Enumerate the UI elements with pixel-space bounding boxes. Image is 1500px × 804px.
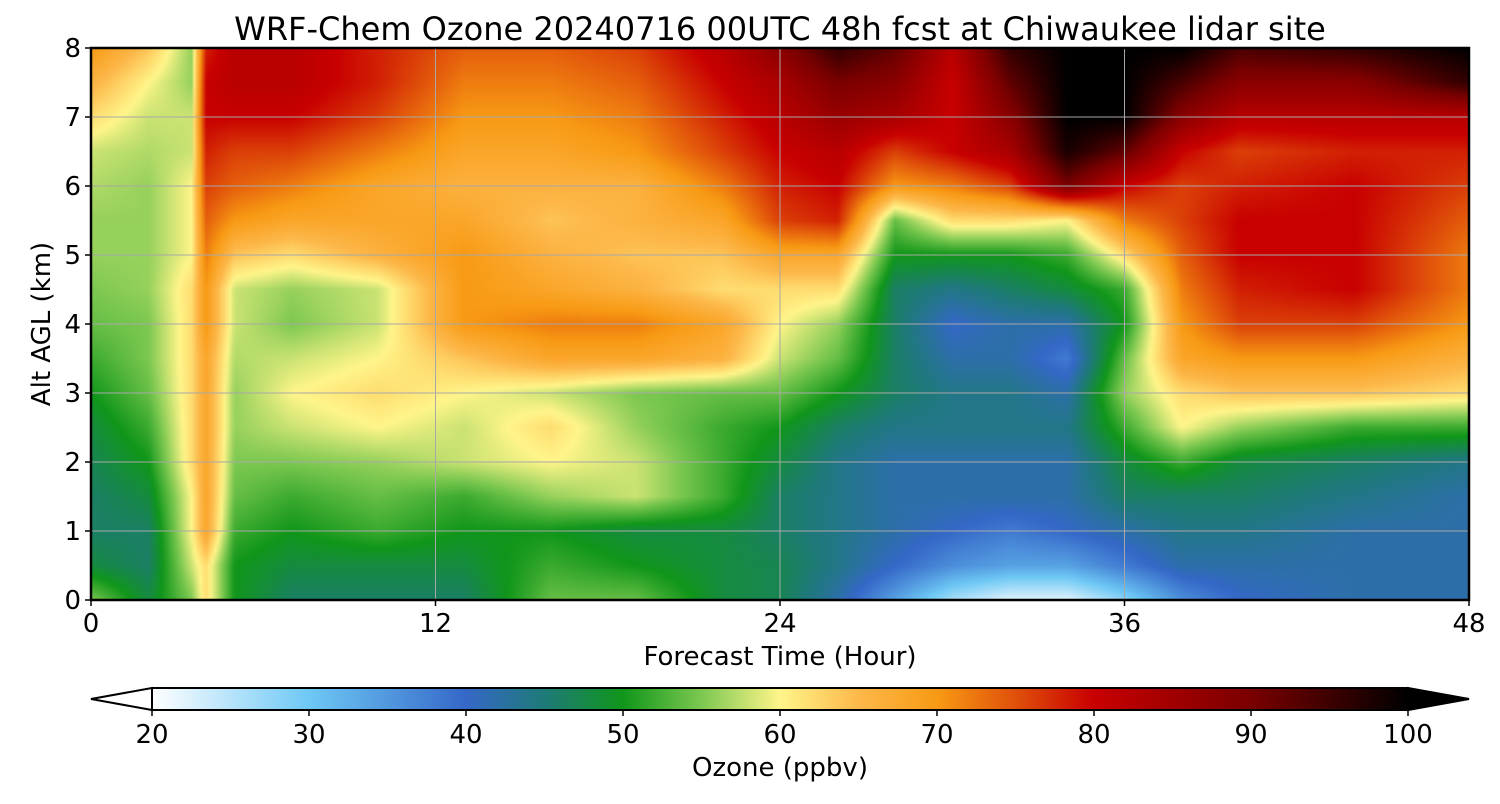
colorbar-ticks: 20 30 40 50 60 70 80 90 100 bbox=[135, 710, 1433, 750]
colorbar-label: Ozone (ppbv) bbox=[692, 753, 868, 783]
chart-title: WRF-Chem Ozone 20240716 00UTC 48h fcst a… bbox=[234, 10, 1326, 48]
x-tick-label: 12 bbox=[419, 609, 452, 639]
colorbar-tick-label: 60 bbox=[763, 720, 796, 750]
y-axis: 0 1 2 3 4 5 6 7 8 bbox=[64, 34, 91, 616]
x-tick-label: 24 bbox=[763, 609, 796, 639]
colorbar-high-extension bbox=[1407, 686, 1470, 712]
colorbar-tick-label: 90 bbox=[1234, 720, 1267, 750]
colorbar-tick-label: 30 bbox=[292, 720, 325, 750]
colorbar-tick-label: 50 bbox=[606, 720, 639, 750]
colorbar-tick-label: 100 bbox=[1383, 720, 1433, 750]
x-axis-label: Forecast Time (Hour) bbox=[643, 642, 916, 672]
y-tick-label: 0 bbox=[64, 586, 81, 616]
y-tick-label: 1 bbox=[64, 517, 81, 547]
x-tick-label: 36 bbox=[1108, 609, 1141, 639]
x-axis: 0 12 24 36 48 bbox=[83, 600, 1486, 639]
colorbar-gradient bbox=[151, 687, 1409, 711]
x-tick-label: 0 bbox=[83, 609, 100, 639]
y-tick-label: 3 bbox=[64, 379, 81, 409]
y-tick-label: 5 bbox=[64, 241, 81, 271]
y-tick-label: 4 bbox=[64, 310, 81, 340]
y-axis-label: Alt AGL (km) bbox=[27, 242, 57, 406]
colorbar-low-extension bbox=[90, 686, 153, 712]
colorbar-tick-label: 70 bbox=[920, 720, 953, 750]
y-tick-label: 7 bbox=[64, 103, 81, 133]
y-tick-label: 6 bbox=[64, 172, 81, 202]
x-tick-label: 48 bbox=[1452, 609, 1485, 639]
colorbar-tick-label: 20 bbox=[135, 720, 168, 750]
colorbar-tick-label: 40 bbox=[449, 720, 482, 750]
colorbar-tick-label: 80 bbox=[1077, 720, 1110, 750]
colorbar: 20 30 40 50 60 70 80 90 100 Ozone (ppbv) bbox=[90, 686, 1470, 783]
y-tick-label: 2 bbox=[64, 448, 81, 478]
y-tick-label: 8 bbox=[64, 34, 81, 64]
